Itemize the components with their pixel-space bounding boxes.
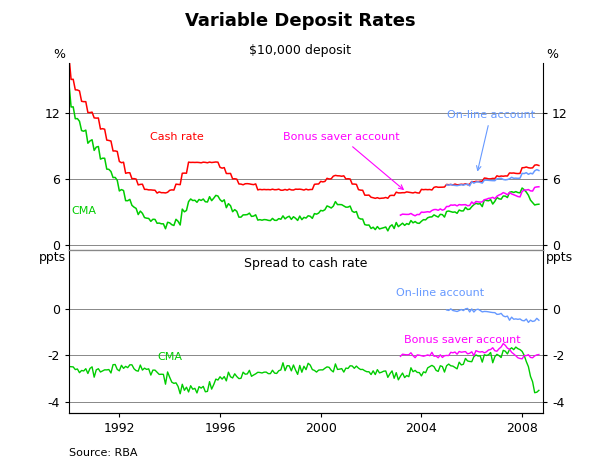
Text: $10,000 deposit: $10,000 deposit bbox=[249, 44, 351, 57]
Text: Cash rate: Cash rate bbox=[149, 132, 203, 142]
Text: Bonus saver account: Bonus saver account bbox=[404, 335, 520, 346]
Text: CMA: CMA bbox=[157, 352, 182, 362]
Text: Bonus saver account: Bonus saver account bbox=[283, 132, 403, 190]
Text: %: % bbox=[53, 48, 65, 61]
Text: Spread to cash rate: Spread to cash rate bbox=[244, 257, 368, 270]
Text: ppts: ppts bbox=[38, 251, 65, 264]
Text: Variable Deposit Rates: Variable Deposit Rates bbox=[185, 12, 415, 30]
Text: %: % bbox=[547, 48, 559, 61]
Text: ppts: ppts bbox=[547, 251, 574, 264]
Text: CMA: CMA bbox=[71, 206, 97, 216]
Text: Source: RBA: Source: RBA bbox=[69, 448, 137, 458]
Text: On-line account: On-line account bbox=[396, 288, 484, 298]
Text: On-line account: On-line account bbox=[446, 110, 535, 170]
